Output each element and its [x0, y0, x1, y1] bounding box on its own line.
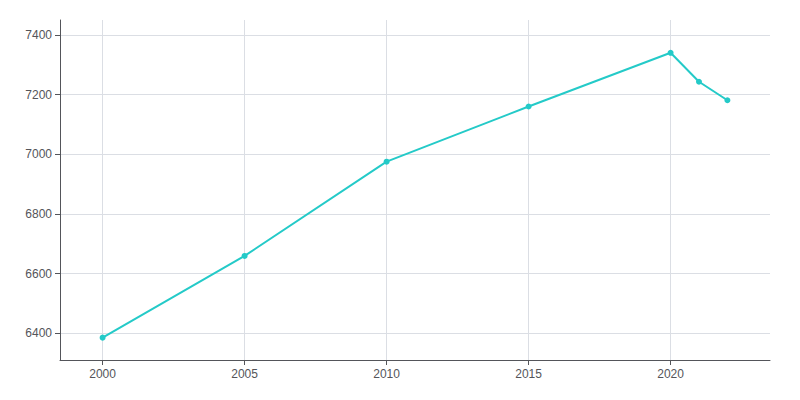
svg-text:7000: 7000 — [25, 147, 52, 161]
svg-text:6800: 6800 — [25, 207, 52, 221]
svg-text:2000: 2000 — [89, 367, 116, 381]
svg-text:2015: 2015 — [515, 367, 542, 381]
svg-text:2005: 2005 — [231, 367, 258, 381]
svg-text:6400: 6400 — [25, 326, 52, 340]
svg-text:7200: 7200 — [25, 88, 52, 102]
svg-text:2020: 2020 — [657, 367, 684, 381]
svg-text:6600: 6600 — [25, 267, 52, 281]
svg-text:2010: 2010 — [373, 367, 400, 381]
svg-text:7400: 7400 — [25, 28, 52, 42]
